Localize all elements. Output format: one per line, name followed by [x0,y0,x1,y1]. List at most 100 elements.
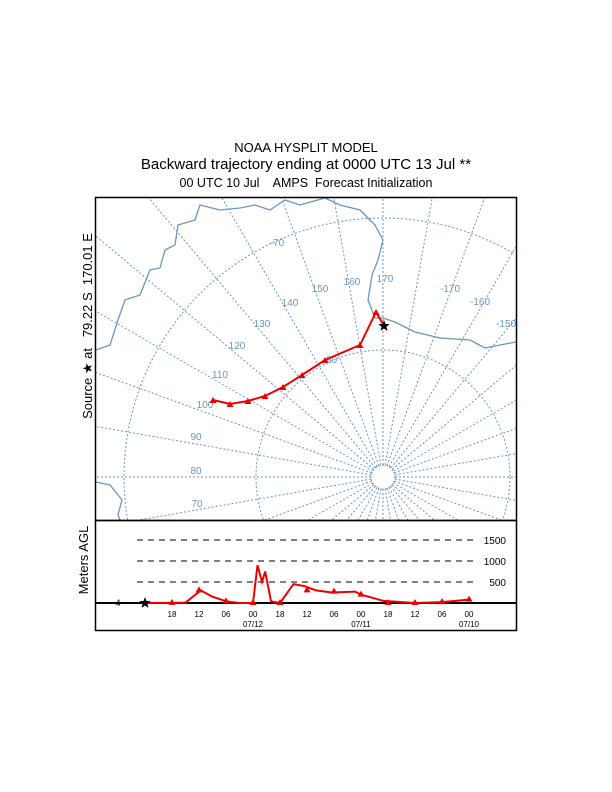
x-tick-label: 00 [249,610,258,619]
source-star-icon [139,597,151,608]
height-marker [357,590,365,597]
meridian-line [390,485,420,521]
meridian-line [333,197,382,466]
meridian-line [308,482,373,521]
title-line2: Backward trajectory ending at 0000 UTC 1… [140,156,472,173]
meridian-line [384,488,392,521]
meridian-line [374,488,382,521]
coastline [95,481,123,521]
title-line1: NOAA HYSPLIT MODEL [234,140,378,155]
meridian-line [386,197,486,466]
height-marker [411,599,419,605]
longitude-label: 90 [190,432,202,443]
pole-circle [370,464,396,490]
meridian-line [388,487,409,521]
latitude-label: -80 [323,355,338,366]
x-tick-label: 12 [411,610,420,619]
meridian-line [391,365,517,470]
x-date-label: 07/11 [351,620,371,629]
meridian-line [393,482,458,521]
coastline [95,197,517,351]
trajectory-marker [372,309,380,315]
start-height-label: 4 [115,598,120,608]
trajectory-marker [321,357,329,363]
longitude-label: 140 [282,298,299,309]
x-tick-label: 06 [222,610,231,619]
longitude-label: 130 [254,319,271,330]
y-tick-label: 500 [489,578,506,589]
trajectory-marker [298,372,306,378]
height-marker [303,586,311,593]
y-tick-label: 1000 [484,557,507,568]
height-marker [438,598,446,605]
longitude-label: 70 [191,499,203,510]
meridian-line [95,310,373,472]
lat-circle [502,477,511,520]
height-marker [168,598,176,605]
meridian-line [357,487,378,521]
trajectory-marker [244,398,252,404]
trajectory-marker [279,384,287,390]
meridian-line [95,372,372,474]
height-marker [384,599,392,605]
x-tick-label: 06 [330,610,339,619]
meridian-line [394,453,517,476]
map-frame [94,196,518,522]
meridian-line [346,485,376,521]
meridian-line [139,478,372,521]
meridian-line [366,488,380,521]
longitude-label: 120 [229,341,246,352]
meridian-line [391,484,435,521]
height-marker [195,586,203,593]
meridian-line [148,197,376,469]
altitude-frame [94,519,518,632]
trajectory-marker [209,397,217,403]
trajectory-marker [226,401,234,407]
trajectory-line [212,309,385,406]
meridian-line [394,428,517,474]
title-line3: 00 UTC 10 Jul AMPS Forecast Initializati… [179,176,433,190]
x-tick-label: 18 [384,610,393,619]
meridian-line [264,480,372,521]
trajectory-marker [261,393,269,399]
meridian-line [95,425,372,476]
meridian-line [95,235,375,470]
meridian-line [394,480,502,521]
meridian-line [280,197,380,466]
x-tick-label: 18 [276,610,285,619]
longitude-label: -150 [496,319,516,330]
height-marker [330,587,338,594]
lat-circle [255,349,511,520]
meridian-line [221,197,378,467]
longitude-label: -160 [470,297,490,308]
longitude-label: 110 [212,370,228,381]
longitude-label: 80 [190,466,202,477]
height-marker [465,595,473,602]
y-axis-label: Meters AGL [76,526,91,595]
height-marker [276,599,284,605]
meridian-line [384,197,433,466]
meridian-line [394,478,517,501]
x-tick-label: 12 [195,610,204,619]
x-date-label: 07/10 [459,620,480,629]
meridian-line [331,484,375,521]
height-marker [222,597,230,604]
x-tick-label: 00 [465,610,474,619]
meridian-line [390,318,517,469]
longitude-label: 100 [197,400,214,411]
height-marker [249,599,257,605]
longitude-label: 150 [312,284,329,295]
meridian-line [393,399,517,472]
x-tick-label: 12 [303,610,312,619]
source-star-icon [378,320,390,331]
meridian-line [388,246,517,467]
x-date-label: 07/12 [243,620,264,629]
meridian-line [386,488,400,521]
latitude-label: -70 [270,238,285,249]
y-tick-label: 1500 [484,536,507,547]
longitude-label: 170 [377,274,394,285]
x-tick-label: 18 [168,610,177,619]
longitude-label: 160 [344,277,361,288]
